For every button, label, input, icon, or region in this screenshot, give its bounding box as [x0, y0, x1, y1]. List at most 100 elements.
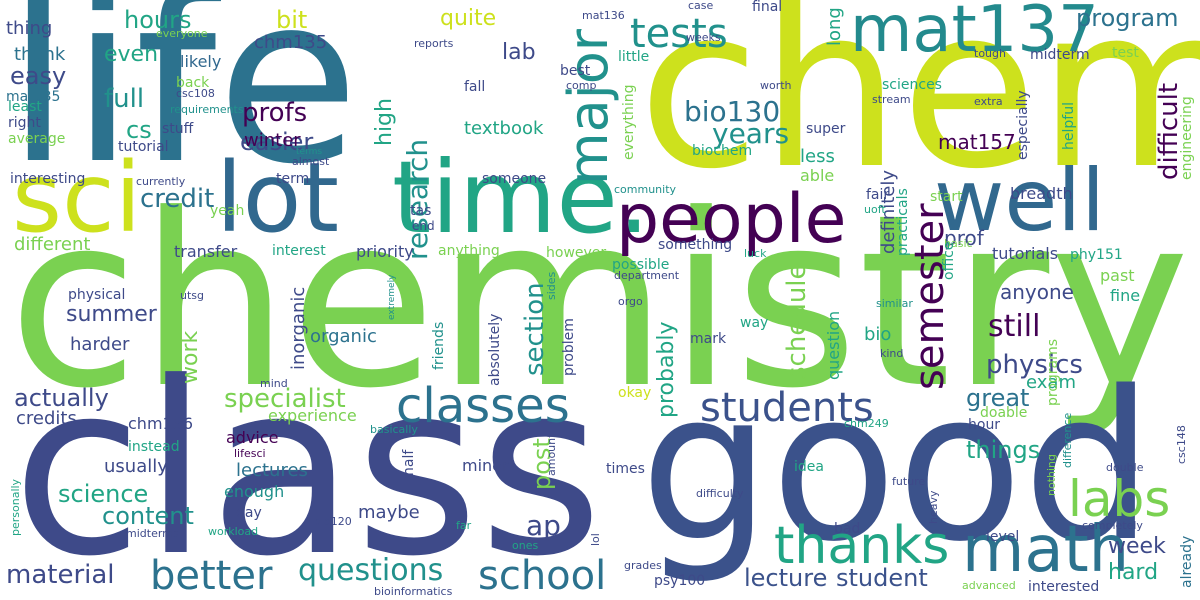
word-people: people — [616, 180, 847, 259]
word-back: back — [176, 75, 210, 91]
word-even: even — [104, 42, 159, 67]
word-priority: priority — [356, 242, 414, 261]
word-time: time. — [392, 139, 650, 256]
word-term: term — [276, 171, 310, 187]
word-however: however — [546, 245, 607, 261]
word-csc108: csc108 — [176, 87, 215, 100]
word-amount: amount — [545, 433, 558, 476]
word-helpful: helpful — [1061, 102, 1077, 150]
word-final: final — [752, 0, 783, 15]
word-lab: lab — [502, 40, 536, 65]
word-work: work — [178, 330, 203, 384]
word-bio120: bio120 — [314, 515, 352, 528]
word-extra: extra — [974, 95, 1003, 108]
word-sides: sides — [545, 271, 558, 300]
word-organic: organic — [310, 326, 377, 347]
word-lectures: lectures — [236, 460, 308, 481]
word-half: half — [401, 449, 417, 476]
word-reports: reports — [414, 37, 454, 50]
word-kind: kind — [880, 347, 904, 360]
word-heavy: heavy — [927, 490, 940, 525]
word-psy100: psy100 — [654, 573, 706, 589]
word-thanks: thanks — [774, 516, 950, 576]
word-problem: problem — [561, 318, 577, 376]
word-difference: difference — [1061, 412, 1074, 468]
word-student: student — [836, 564, 928, 592]
word-end: end — [412, 219, 435, 233]
word-sci: sci — [12, 142, 142, 254]
word-school: school — [478, 553, 607, 599]
word-students: students — [700, 385, 874, 431]
word-thank: thank — [14, 44, 66, 65]
word-minor: minor — [462, 456, 509, 475]
word-class: class — [12, 332, 603, 600]
word-yeah: yeah — [210, 203, 245, 219]
word-credits: credits — [16, 408, 77, 429]
word-quite: quite — [440, 6, 497, 31]
word-advice: advice — [226, 428, 279, 447]
word-usually: usually — [104, 456, 168, 477]
word-friends: friends — [431, 321, 447, 370]
word-phy151: phy151 — [1070, 247, 1123, 263]
word-harder: harder — [70, 334, 130, 355]
word-tutorials: tutorials — [992, 244, 1059, 263]
word-little: little — [618, 49, 650, 65]
word-basically: basically — [370, 423, 418, 436]
word-average: average — [8, 131, 66, 147]
word-experience: experience — [268, 406, 357, 425]
word-anyone: anyone — [1000, 280, 1074, 304]
word-level: level — [986, 529, 1020, 545]
word-absolutely: absolutely — [487, 313, 503, 386]
word-instead: instead — [128, 439, 180, 455]
word-currently: currently — [136, 175, 186, 188]
word-department: department — [614, 269, 680, 282]
word-double: double — [1106, 461, 1144, 474]
word-program: program — [1076, 4, 1179, 32]
word-specialist: specialist — [224, 384, 346, 414]
word-engineering: engineering — [1179, 96, 1195, 180]
word-chem: chem — [638, 0, 1200, 218]
word-advanced: advanced — [962, 579, 1016, 592]
word-workload: workload — [208, 525, 259, 538]
word-everyone: everyone — [156, 27, 208, 40]
word-probably: probably — [654, 321, 679, 418]
word-prof: prof — [944, 226, 984, 250]
word-classes: classes — [396, 378, 570, 434]
word-extremely: extremely — [387, 274, 397, 320]
word-cs: cs — [126, 116, 152, 144]
word-tough: tough — [974, 47, 1006, 60]
word-hard: hard — [1108, 560, 1159, 585]
word-science: science — [58, 480, 149, 508]
word-lifesci: lifesci — [234, 447, 266, 460]
word-terms: terms — [296, 147, 323, 157]
word-interest: interest — [272, 243, 326, 259]
word-super: super — [806, 121, 846, 137]
word-great: great — [966, 384, 1030, 412]
word-full: full — [104, 84, 145, 114]
word-far: far — [456, 519, 472, 532]
word-labs: labs — [1068, 470, 1171, 528]
word-grades: grades — [624, 559, 662, 572]
word-test: test — [1112, 45, 1139, 61]
word-idea: idea — [794, 459, 824, 475]
word-utsg: utsg — [180, 289, 204, 302]
word-times: times — [606, 461, 645, 477]
word-physical: physical — [68, 287, 126, 303]
word-sciences: sciences — [882, 77, 942, 93]
word-less: less — [800, 146, 835, 167]
word-everything: everything — [621, 84, 637, 160]
word-start: start — [930, 189, 963, 205]
word-high: high — [372, 98, 397, 146]
word-biochem: biochem — [692, 143, 753, 159]
word-breadth: breadth — [1010, 184, 1073, 203]
word-chm135: chm135 — [254, 32, 328, 53]
word-interesting: interesting — [10, 171, 86, 187]
word-different: different — [14, 234, 91, 255]
word-mind: mind — [260, 377, 288, 390]
word-still: still — [988, 309, 1041, 344]
word-best: best — [560, 63, 591, 79]
word-way: way — [740, 315, 769, 331]
word-mat137: mat137 — [850, 0, 1099, 67]
word-least: least — [8, 99, 42, 115]
word-difficulty: difficulty — [696, 487, 744, 500]
